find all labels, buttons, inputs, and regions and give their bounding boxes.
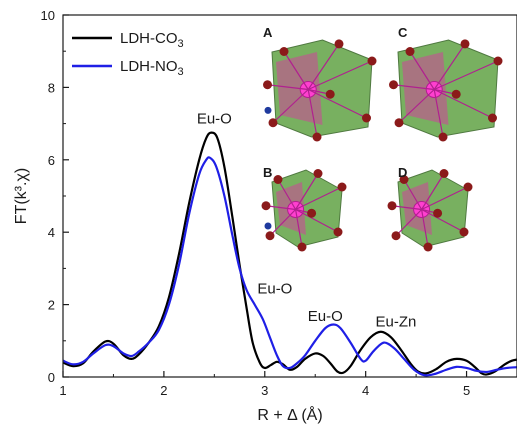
panel-letter: D (398, 165, 407, 180)
y-tick-label: 6 (48, 153, 55, 168)
oxygen-atom (261, 201, 271, 211)
oxygen-atom (459, 227, 469, 237)
oxygen-atom (334, 39, 344, 49)
oxygen-atom (312, 132, 322, 142)
panel-letter: B (263, 165, 272, 180)
oxygen-atom (337, 182, 347, 192)
oxygen-atom (439, 169, 449, 178)
oxygen-atom (423, 242, 433, 252)
inset-panel: C (389, 25, 503, 142)
x-tick-label: 2 (160, 383, 167, 398)
annotations: Eu-O Eu-O Eu-O Eu-Zn (197, 111, 417, 331)
panel-letter: C (398, 25, 408, 40)
peak-annotation: Eu-O (308, 308, 343, 325)
series-line (62, 156, 517, 377)
oxygen-atom (263, 80, 272, 90)
legend: LDH-CO3 LDH-NO3 (72, 30, 184, 78)
oxygen-atom (367, 56, 377, 66)
oxygen-atom (297, 242, 307, 252)
x-tick-label: 4 (362, 383, 369, 398)
oxygen-atom (399, 175, 409, 184)
peak-annotation: Eu-O (197, 111, 232, 128)
nitrogen-atom (264, 106, 272, 114)
oxygen-atom (313, 169, 323, 178)
oxygen-atom (279, 47, 289, 56)
y-tick-label: 2 (48, 298, 55, 313)
legend-label: LDH-CO3 (120, 30, 184, 50)
y-tick-label: 8 (48, 80, 55, 95)
x-tick-label: 3 (261, 383, 268, 398)
inset-panels: A C B D (261, 25, 503, 252)
oxygen-atom (493, 56, 503, 66)
inset-panel: A (263, 25, 377, 142)
x-tick-label: 5 (463, 383, 470, 398)
nitrogen-atom (264, 222, 272, 230)
y-tick-label: 4 (48, 225, 55, 240)
oxygen-atom (273, 175, 283, 184)
peak-annotation: Eu-Zn (376, 313, 417, 330)
series-line (62, 131, 517, 376)
x-tick-label: 1 (59, 383, 66, 398)
oxygen-atom (463, 182, 473, 192)
oxygen-atom (333, 227, 343, 237)
y-tick-label: 0 (48, 370, 55, 385)
inset-panel: D (387, 165, 473, 252)
oxygen-atom (325, 89, 335, 99)
oxygen-atom (391, 231, 401, 241)
x-axis-label: R + Δ (Å) (257, 405, 322, 424)
oxygen-atom (451, 89, 461, 99)
x-axis: 1 2 3 4 5 (59, 371, 470, 398)
legend-label: LDH-NO3 (120, 58, 184, 78)
peak-annotation: Eu-O (257, 281, 292, 298)
oxygen-atom (307, 208, 317, 218)
oxygen-atom (405, 47, 415, 56)
oxygen-atom (265, 231, 275, 241)
y-tick-label: 10 (41, 8, 55, 23)
inset-panel: B (261, 165, 347, 252)
series-layer (62, 131, 517, 377)
y-axis-label: FT(k³.χ) (13, 168, 30, 224)
oxygen-atom (268, 118, 278, 128)
oxygen-atom (460, 39, 470, 49)
oxygen-atom (389, 80, 398, 90)
oxygen-atom (394, 118, 404, 128)
oxygen-atom (362, 113, 371, 123)
y-axis: 0 2 4 6 8 10 (41, 8, 69, 385)
oxygen-atom (488, 113, 497, 123)
oxygen-atom (387, 201, 397, 211)
oxygen-atom (438, 132, 448, 142)
panel-letter: A (263, 25, 273, 40)
oxygen-atom (433, 208, 443, 218)
